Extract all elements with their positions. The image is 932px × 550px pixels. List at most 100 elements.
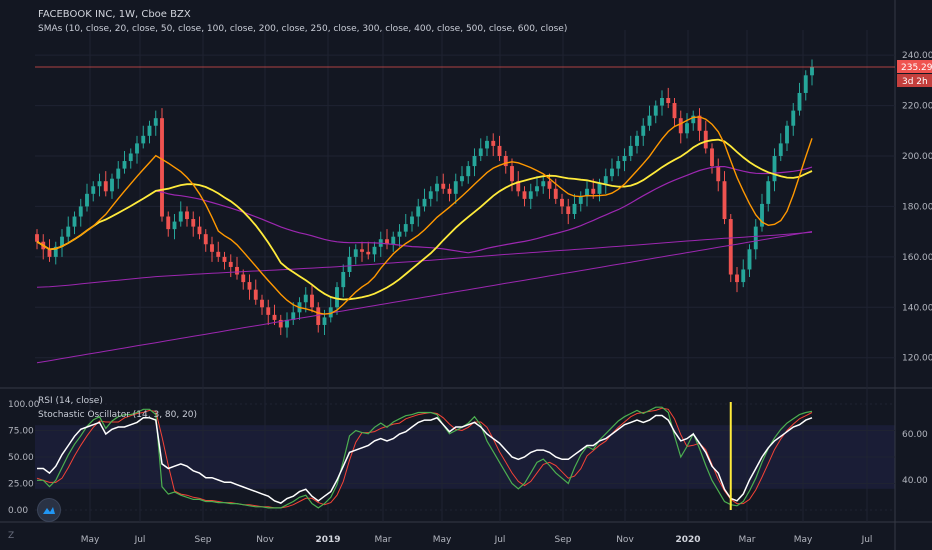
candle-body	[60, 236, 64, 247]
candle-body	[685, 123, 689, 134]
candle-body	[372, 246, 377, 255]
candle-body	[516, 181, 521, 192]
candle-body	[797, 92, 802, 111]
candle-body	[697, 115, 702, 131]
price-candles[interactable]	[35, 59, 814, 338]
candle-body	[353, 249, 358, 257]
candle-body	[397, 231, 402, 237]
candle-body	[247, 282, 252, 290]
time-tick-label: May	[433, 535, 452, 545]
candle-body	[35, 234, 39, 242]
candle-body	[597, 183, 602, 194]
candle-body	[435, 183, 439, 192]
candle-body	[391, 236, 396, 245]
candle-body	[253, 289, 258, 300]
candle-body	[110, 178, 114, 192]
time-tick-label: Jul	[494, 535, 506, 545]
stoch-d-line	[36, 407, 813, 509]
candle-body	[328, 307, 333, 318]
time-tick-label: Jul	[861, 535, 873, 545]
osc-left-tick-label: 75.00	[8, 427, 34, 437]
candle-body	[641, 125, 646, 136]
candle-body	[585, 188, 589, 197]
candle-body	[591, 188, 596, 194]
candle-body	[566, 206, 571, 214]
candle-body	[347, 256, 352, 272]
candle-body	[141, 135, 146, 144]
candle-body	[441, 183, 446, 189]
candle-body	[528, 191, 533, 199]
candle-body	[216, 251, 221, 257]
candle-body	[135, 143, 139, 154]
candle-body	[160, 118, 164, 217]
candle-body	[272, 314, 277, 320]
candle-body	[560, 198, 564, 207]
stoch-legend: Stochastic Oscillator (14, 3, 80, 20)	[38, 410, 198, 420]
candle-body	[122, 161, 127, 169]
candle-body	[653, 105, 658, 116]
candle-body	[222, 256, 227, 262]
time-tick-label: 2020	[675, 535, 700, 545]
candle-body	[778, 143, 783, 156]
candle-body	[66, 226, 71, 237]
candle-body	[235, 266, 239, 275]
candle-body	[760, 203, 764, 227]
candle-body	[428, 191, 433, 199]
timezone-label[interactable]: Z	[8, 531, 15, 541]
candle-body	[547, 181, 552, 189]
price-tick-label: 240.00	[902, 51, 932, 61]
time-tick-label: Sep	[195, 535, 212, 545]
candle-body	[103, 181, 108, 192]
candle-body	[316, 307, 321, 325]
last-price-tag-bg	[897, 60, 932, 74]
oscillator-lines	[36, 402, 813, 510]
tradingview-logo[interactable]	[37, 498, 61, 522]
time-tick-label: Nov	[256, 535, 274, 545]
candle-body	[335, 287, 339, 308]
logo-icon	[43, 507, 55, 514]
time-tick-label: Sep	[555, 535, 572, 545]
candle-body	[491, 140, 496, 146]
candle-body	[197, 226, 202, 235]
sma-legend: SMAs (10, close, 20, close, 50, close, 1…	[38, 24, 568, 34]
candle-body	[791, 110, 796, 126]
candle-body	[541, 181, 546, 187]
candle-body	[472, 156, 477, 167]
price-tick-label: 180.00	[902, 202, 932, 212]
candle-body	[535, 186, 539, 192]
candle-body	[722, 181, 727, 220]
rsi-line	[37, 414, 813, 504]
candle-body	[628, 145, 633, 156]
candle-body	[285, 319, 289, 328]
candle-body	[647, 115, 652, 126]
candle-body	[485, 140, 489, 149]
candle-body	[97, 181, 102, 187]
time-tick-label: Jul	[134, 535, 146, 545]
candle-body	[78, 206, 83, 217]
countdown-tag: 3d 2h	[902, 77, 928, 87]
candle-body	[260, 299, 264, 308]
candle-body	[766, 181, 771, 204]
price-tick-label: 120.00	[902, 354, 932, 364]
candle-body	[210, 244, 214, 252]
osc-left-tick-label: 25.00	[8, 480, 34, 490]
candle-body	[203, 234, 208, 245]
candle-body	[710, 148, 714, 167]
candle-body	[691, 115, 696, 124]
chart-title: FACEBOOK INC, 1W, Cboe BZX	[38, 9, 191, 20]
candle-body	[453, 181, 458, 194]
candle-body	[266, 307, 271, 315]
rsi-legend: RSI (14, close)	[38, 396, 103, 406]
candle-body	[241, 274, 246, 283]
candle-body	[503, 156, 508, 167]
sma-lines	[36, 116, 813, 364]
candle-body	[716, 166, 721, 182]
candle-body	[497, 145, 502, 156]
candle-body	[341, 272, 346, 288]
candle-body	[322, 317, 327, 325]
sma-200-line	[36, 231, 813, 364]
candle-body	[47, 249, 52, 257]
candle-body	[91, 186, 96, 194]
time-tick-label: Mar	[739, 535, 756, 545]
